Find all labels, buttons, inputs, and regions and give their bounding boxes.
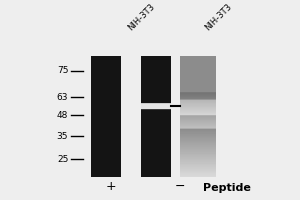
Text: 25: 25 [57,155,68,164]
Text: NIH-3T3: NIH-3T3 [126,2,157,33]
Text: Peptide: Peptide [203,183,251,193]
Text: NIH-3T3: NIH-3T3 [203,2,234,33]
Text: +: + [106,180,117,193]
Text: 75: 75 [57,66,68,75]
Text: 63: 63 [57,93,68,102]
Text: −: − [175,180,185,193]
Text: 48: 48 [57,111,68,120]
Text: 35: 35 [57,132,68,141]
